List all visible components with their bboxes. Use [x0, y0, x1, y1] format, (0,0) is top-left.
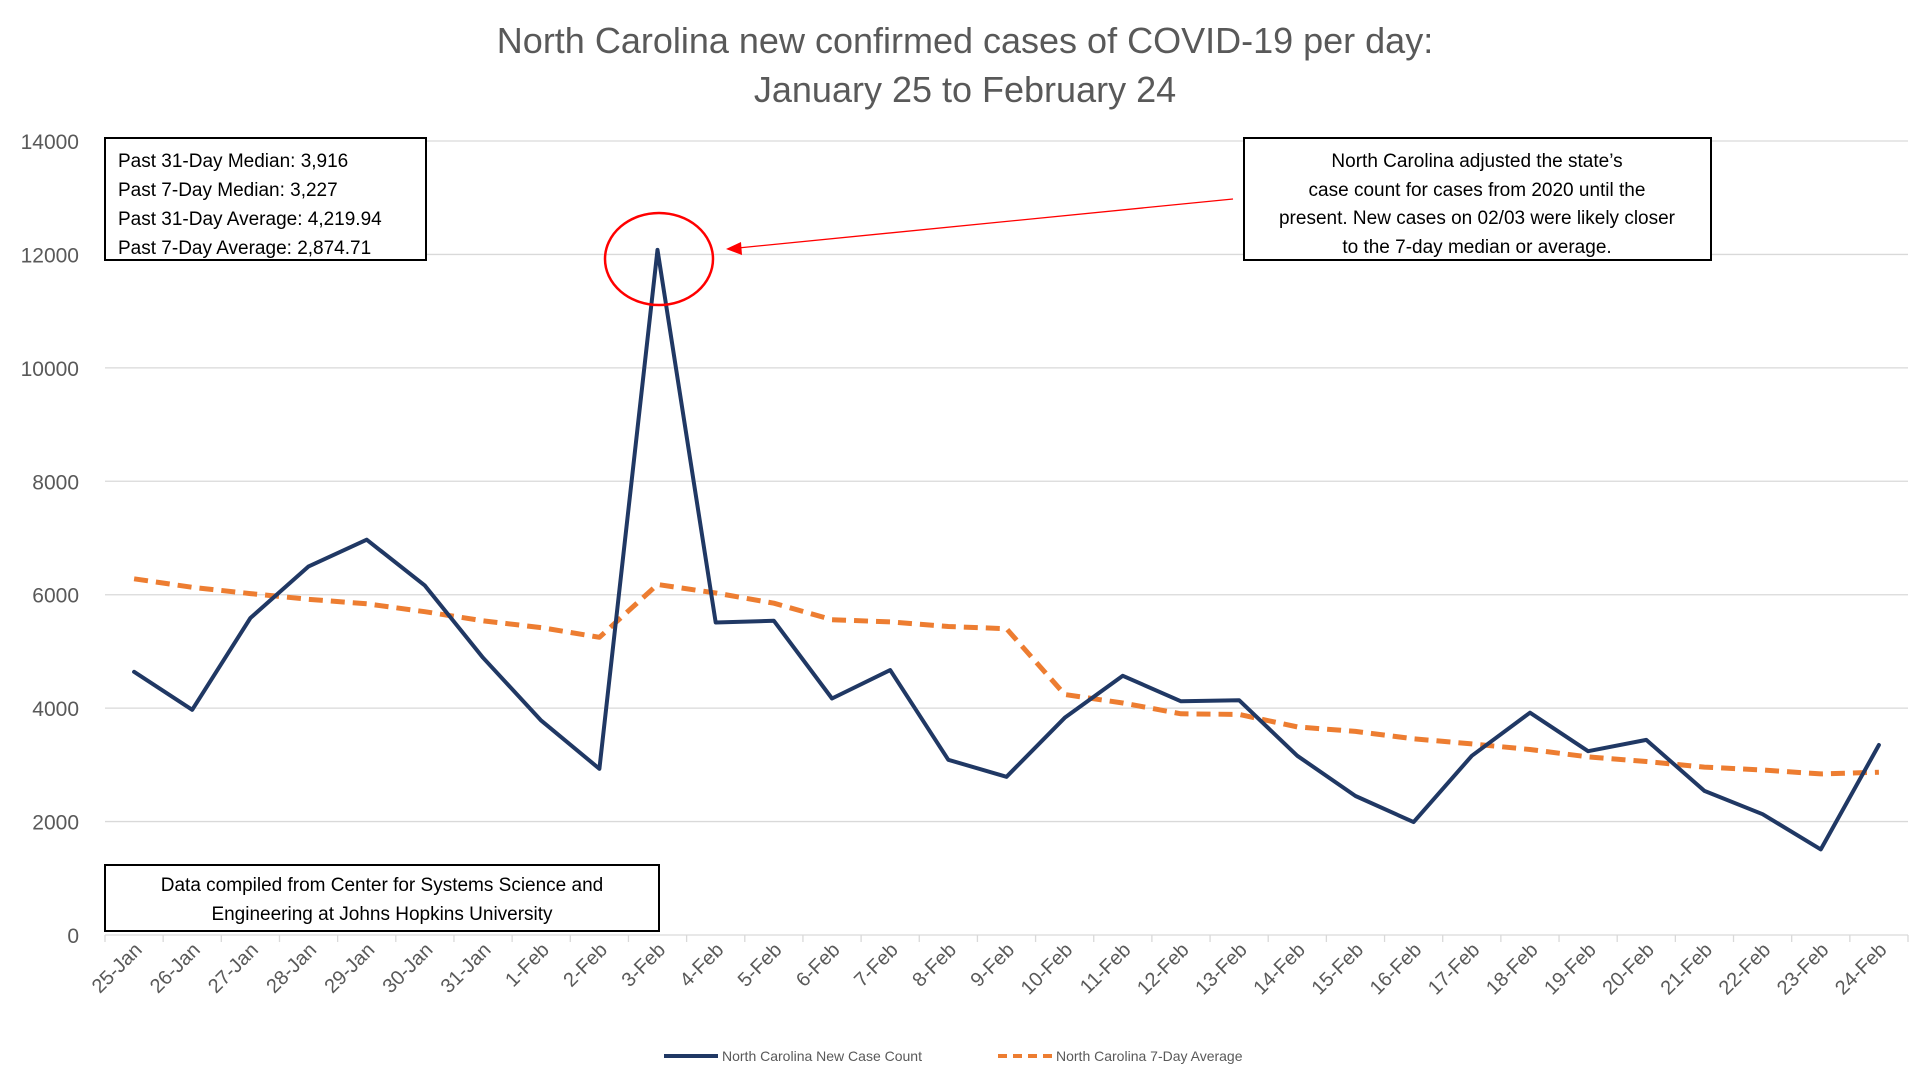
stats-box: Past 31-Day Median: 3,916 Past 7-Day Med…: [105, 138, 426, 260]
stats-line: Past 31-Day Median: 3,916: [118, 151, 348, 172]
stats-line: Past 31-Day Average: 4,219.94: [118, 209, 382, 230]
y-tick-label: 14000: [21, 131, 79, 154]
stats-line: Past 7-Day Median: 3,227: [118, 180, 338, 201]
source-line: Engineering at Johns Hopkins University: [211, 904, 553, 925]
note-line: to the 7-day median or average.: [1342, 237, 1611, 258]
note-line: case count for cases from 2020 until the: [1309, 180, 1646, 201]
chart-svg: North Carolina new confirmed cases of CO…: [0, 0, 1920, 1080]
y-tick-label: 10000: [21, 358, 79, 381]
legend-label-7day: North Carolina 7-Day Average: [1056, 1048, 1243, 1064]
y-tick-label: 2000: [32, 812, 79, 835]
note-line: present. New cases on 02/03 were likely …: [1279, 208, 1676, 229]
y-tick-label: 8000: [32, 471, 79, 494]
y-tick-label: 0: [67, 925, 79, 948]
legend-label-new-cases: North Carolina New Case Count: [722, 1048, 922, 1064]
y-tick-label: 12000: [21, 244, 79, 267]
note-box: North Carolina adjusted the state’s case…: [1244, 138, 1711, 260]
y-tick-label: 4000: [32, 698, 79, 721]
stats-line: Past 7-Day Average: 2,874.71: [118, 238, 371, 259]
source-box: Data compiled from Center for Systems Sc…: [105, 865, 659, 931]
note-line: North Carolina adjusted the state’s: [1331, 151, 1622, 172]
y-tick-label: 6000: [32, 585, 79, 608]
chart: North Carolina new confirmed cases of CO…: [0, 0, 1920, 1080]
chart-title-line1: North Carolina new confirmed cases of CO…: [497, 20, 1433, 61]
chart-title-line2: January 25 to February 24: [754, 69, 1176, 110]
source-line: Data compiled from Center for Systems Sc…: [161, 875, 603, 896]
